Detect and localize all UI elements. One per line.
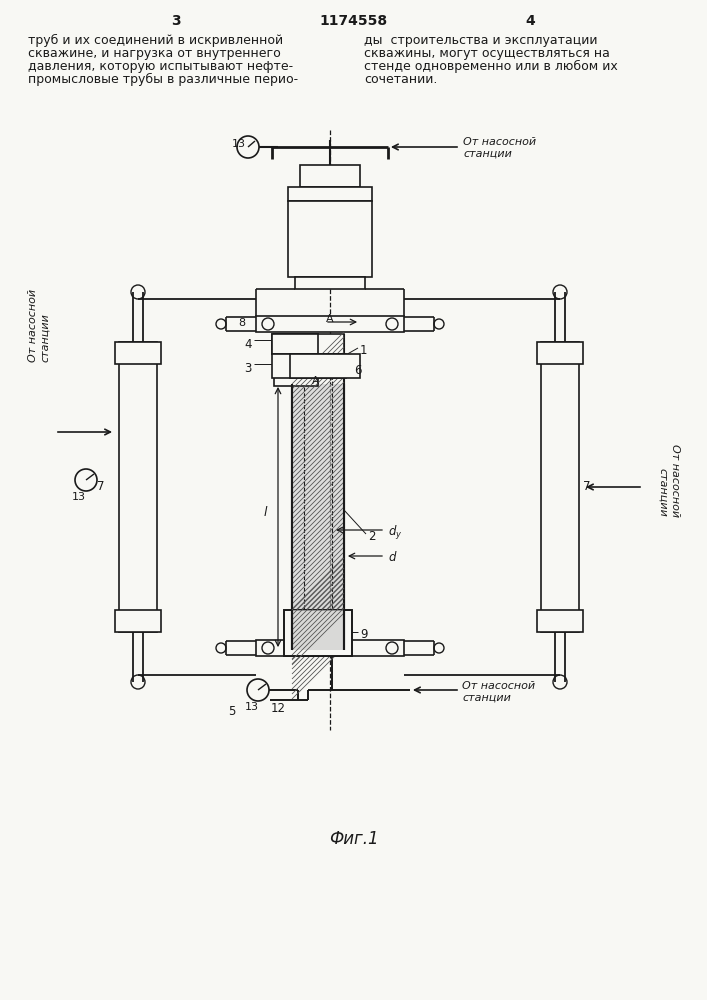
- Text: Фиг.1: Фиг.1: [329, 830, 379, 848]
- Text: 4: 4: [245, 338, 252, 351]
- Bar: [300, 165, 360, 187]
- Text: сочетании.: сочетании.: [364, 73, 438, 86]
- Text: 9: 9: [360, 628, 368, 641]
- Bar: [115, 342, 161, 364]
- Text: 3: 3: [245, 362, 252, 375]
- Bar: [272, 334, 344, 354]
- Bar: [295, 277, 365, 289]
- Text: давления, которую испытывают нефте-: давления, которую испытывают нефте-: [28, 60, 293, 73]
- Bar: [115, 610, 161, 632]
- Bar: [274, 334, 318, 386]
- Bar: [292, 610, 344, 650]
- Text: $d_y$: $d_y$: [388, 524, 402, 542]
- Text: 13: 13: [72, 492, 86, 502]
- Text: $l$: $l$: [262, 505, 268, 519]
- Text: 5: 5: [228, 705, 236, 718]
- Bar: [272, 334, 318, 354]
- Bar: [292, 384, 344, 650]
- Text: 13: 13: [232, 139, 246, 149]
- Text: 13: 13: [245, 702, 259, 712]
- Text: скважине, и нагрузка от внутреннего: скважине, и нагрузка от внутреннего: [28, 47, 281, 60]
- Text: От насосной
станции: От насосной станции: [463, 137, 536, 159]
- Text: 1174558: 1174558: [320, 14, 388, 28]
- Text: A: A: [326, 314, 334, 324]
- Text: скважины, могут осуществляться на: скважины, могут осуществляться на: [364, 47, 610, 60]
- Bar: [272, 354, 346, 378]
- Text: 8: 8: [238, 318, 245, 328]
- Bar: [256, 640, 404, 656]
- Bar: [284, 610, 352, 656]
- Text: От насосной
станции: От насосной станции: [658, 444, 680, 517]
- Bar: [537, 610, 583, 632]
- Text: 12: 12: [271, 702, 286, 715]
- Text: ды  строительства и эксплуатации: ды строительства и эксплуатации: [364, 34, 597, 47]
- Bar: [119, 342, 157, 632]
- Text: От насосной
станции: От насосной станции: [462, 681, 535, 703]
- Bar: [537, 342, 583, 364]
- Text: 7: 7: [98, 481, 105, 493]
- Text: 1: 1: [360, 344, 368, 357]
- Bar: [290, 354, 360, 378]
- Bar: [288, 201, 372, 277]
- Text: труб и их соединений в искривленной: труб и их соединений в искривленной: [28, 34, 283, 47]
- Text: $d$: $d$: [388, 550, 397, 564]
- Bar: [256, 316, 404, 332]
- Text: От насосной
станции: От насосной станции: [28, 289, 49, 362]
- Text: 2: 2: [368, 530, 375, 543]
- Text: 6: 6: [354, 364, 361, 377]
- Text: промысловые трубы в различные перио-: промысловые трубы в различные перио-: [28, 73, 298, 86]
- Bar: [288, 187, 372, 201]
- Text: 4: 4: [525, 14, 535, 28]
- Text: стенде одновременно или в любом их: стенде одновременно или в любом их: [364, 60, 618, 73]
- Text: A: A: [312, 376, 319, 386]
- Bar: [541, 342, 579, 632]
- Text: 7: 7: [583, 481, 590, 493]
- Text: 3: 3: [171, 14, 181, 28]
